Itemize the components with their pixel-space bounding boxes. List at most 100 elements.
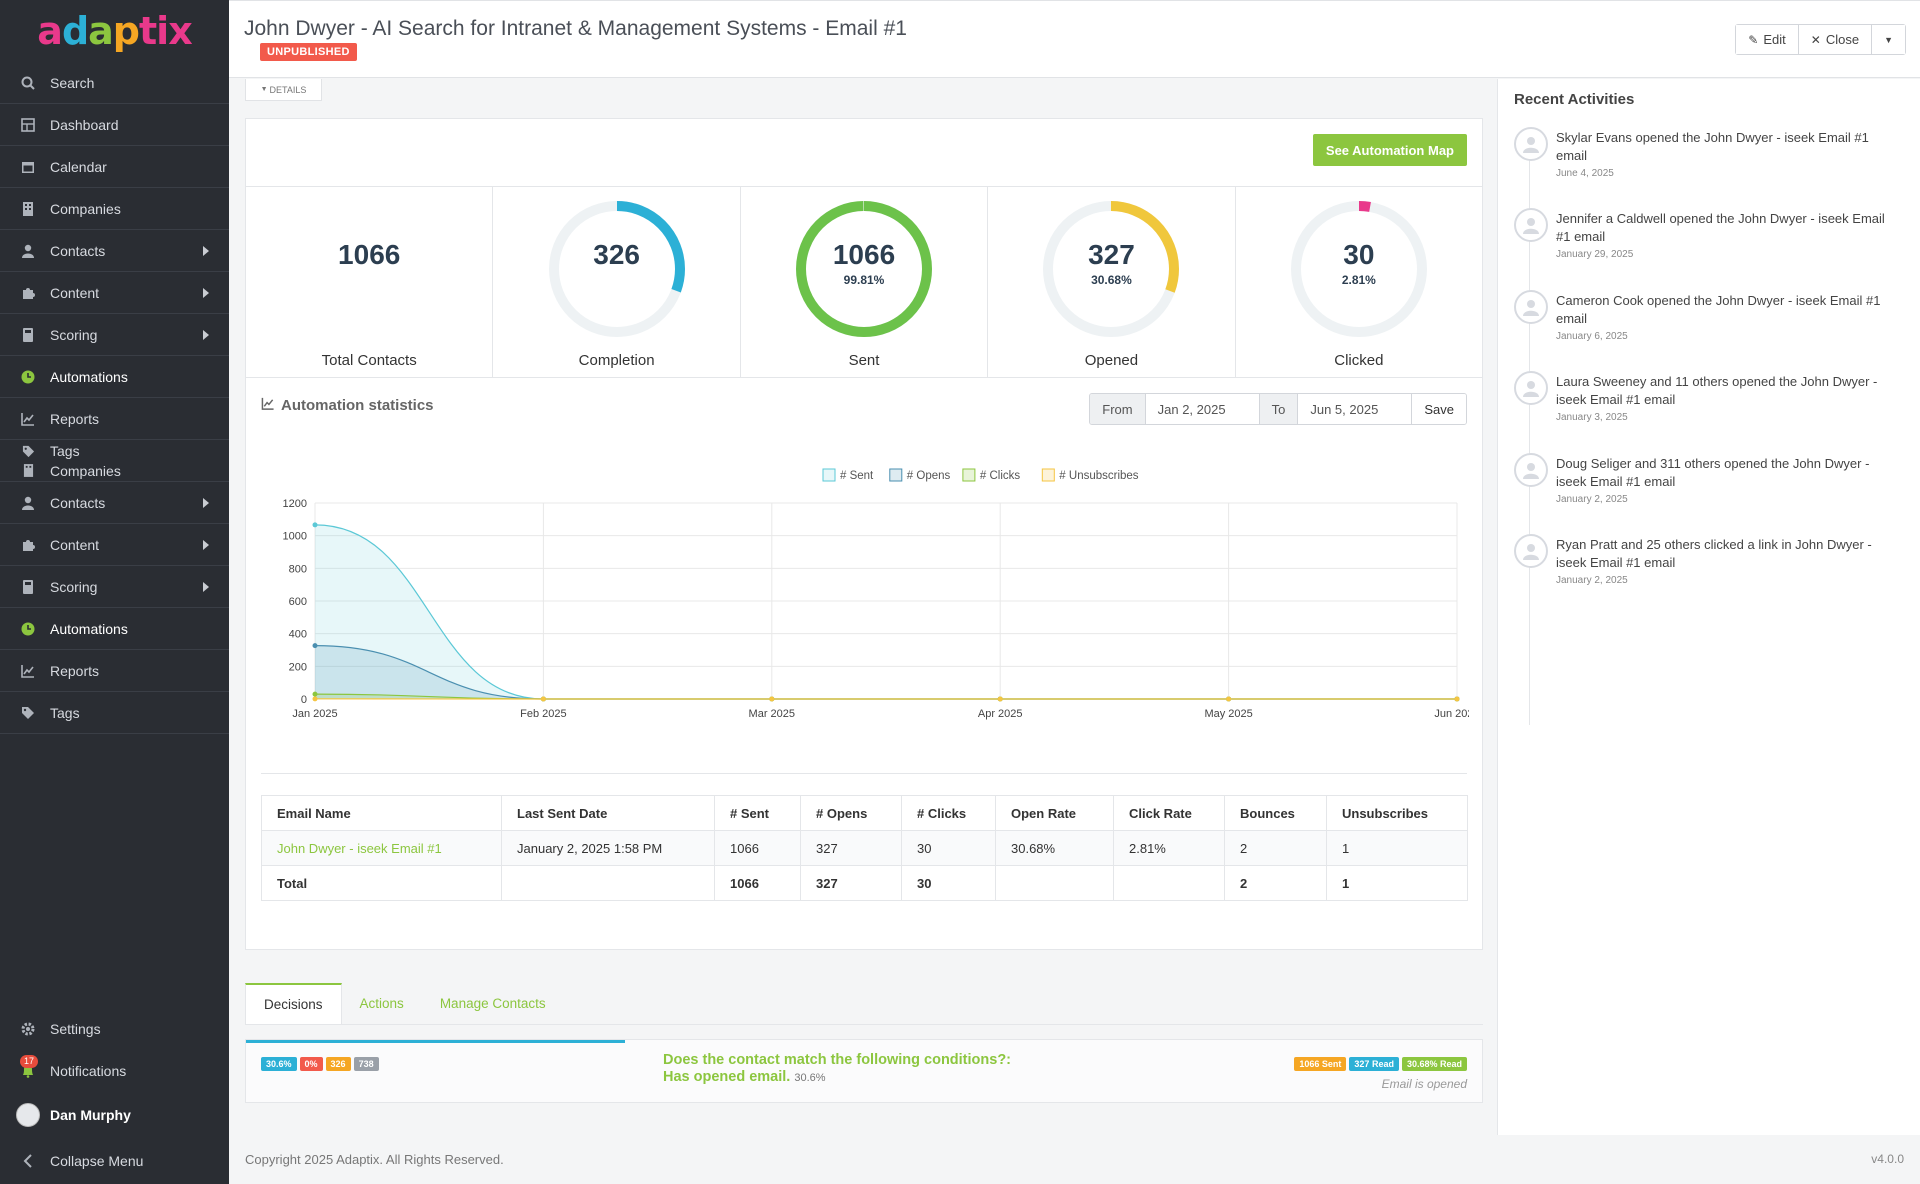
to-label: To: [1259, 394, 1299, 424]
tab-actions[interactable]: Actions: [359, 996, 404, 1011]
activity-text: Skylar Evans opened the John Dwyer - ise…: [1556, 130, 1869, 163]
decision-text: Does the contact match the following con…: [663, 1052, 1011, 1087]
logo[interactable]: adaptix: [37, 9, 192, 53]
data-point: [1226, 696, 1232, 702]
data-point: [540, 696, 546, 702]
from-date-input[interactable]: Jan 2, 2025: [1145, 394, 1260, 424]
collapse-menu-button[interactable]: Collapse Menu: [0, 1138, 229, 1184]
dashboard-icon: [20, 117, 36, 133]
sidebar-item-contacts-2[interactable]: Contacts: [0, 482, 229, 524]
footer: Copyright 2025 Adaptix. All Rights Reser…: [229, 1135, 1920, 1184]
column-header[interactable]: # Sent: [714, 795, 801, 831]
sidebar-item-label: Reports: [50, 662, 100, 679]
details-toggle[interactable]: ▼ DETAILS: [245, 79, 322, 101]
main-panel: See Automation Map 1066 Total Contacts 3…: [245, 118, 1483, 950]
activity-text: Laura Sweeney and 11 others opened the J…: [1556, 374, 1878, 407]
more-dropdown-button[interactable]: ▼: [1872, 25, 1905, 54]
sidebar-item-automations-2[interactable]: Automations: [0, 608, 229, 650]
sidebar-item-tags[interactable]: Tags: [0, 692, 229, 734]
automation-chart: 0 200 400 600 800 1000 1200 Jan 2025 Feb 2025 Mar…: [283, 468, 1469, 720]
decision-item[interactable]: 30.6% 0% 326 738 Does the contact match …: [245, 1039, 1483, 1103]
sidebar-item-automations[interactable]: Automations: [0, 356, 229, 398]
column-header[interactable]: Last Sent Date: [501, 795, 715, 831]
sidebar-item-label: Tags: [50, 704, 80, 721]
decision-note: Email is opened: [1381, 1077, 1467, 1091]
sidebar-item-tags-companies[interactable]: Tags Companies: [0, 440, 229, 482]
sidebar-item-content-2[interactable]: Content: [0, 524, 229, 566]
activity-date: January 2, 2025: [1556, 575, 1628, 586]
sidebar-item-content[interactable]: Content: [0, 272, 229, 314]
page-title: John Dwyer - AI Search for Intranet & Ma…: [244, 17, 907, 40]
chevron-right-icon: [203, 498, 209, 508]
save-date-range-button[interactable]: Save: [1412, 394, 1466, 424]
close-button[interactable]: ✕ Close: [1798, 25, 1873, 54]
recent-activities-panel: Recent Activities Skylar Evans opened th…: [1497, 79, 1920, 1135]
activity-text: Jennifer a Caldwell opened the John Dwye…: [1556, 211, 1885, 244]
legend-swatch: [962, 468, 976, 482]
sidebar-item-label: Scoring: [50, 326, 98, 343]
sidebar-item-scoring[interactable]: Scoring: [0, 314, 229, 356]
sidebar-settings[interactable]: Settings: [0, 1008, 229, 1050]
user-avatar-icon: [1514, 371, 1548, 405]
table-cell: 1: [1326, 830, 1468, 866]
y-tick-label: 200: [289, 661, 307, 673]
column-header[interactable]: Email Name: [261, 795, 502, 831]
user-avatar-icon: [1514, 208, 1548, 242]
sidebar-item-reports[interactable]: Reports: [0, 398, 229, 440]
column-header[interactable]: Click Rate: [1113, 795, 1225, 831]
chevron-right-icon: [203, 246, 209, 256]
user-avatar-icon: [1514, 127, 1548, 161]
decision-condition: Has opened email.: [663, 1069, 791, 1085]
chevron-right-icon: [203, 288, 209, 298]
sidebar-item-scoring-2[interactable]: Scoring: [0, 566, 229, 608]
legend-swatch: [889, 468, 903, 482]
stat-percent: 30.68%: [1091, 273, 1132, 287]
legend-swatch: [822, 468, 836, 482]
sidebar-item-companies[interactable]: Companies: [0, 188, 229, 230]
see-automation-map-button[interactable]: See Automation Map: [1312, 134, 1467, 166]
tab-decisions[interactable]: Decisions: [245, 983, 342, 1024]
table-cell: 2: [1224, 830, 1327, 866]
table-cell: 1066: [714, 865, 801, 901]
edit-button[interactable]: ✎ Edit: [1736, 25, 1799, 54]
column-header[interactable]: # Opens: [800, 795, 902, 831]
sidebar-item-label: Calendar: [50, 158, 107, 175]
sidebar-item-label: Contacts: [50, 242, 106, 259]
notification-count-badge: 17: [20, 1055, 39, 1068]
stat-value: 30: [1343, 239, 1375, 270]
clock-icon: [20, 369, 36, 385]
sidebar-item-label: Companies: [50, 462, 121, 479]
sidebar-item-dashboard[interactable]: Dashboard: [0, 104, 229, 146]
stat-clicked: 30 2.81% Clicked: [1236, 187, 1482, 377]
column-header[interactable]: # Clicks: [901, 795, 996, 831]
sidebar-item-calendar[interactable]: Calendar: [0, 146, 229, 188]
column-header[interactable]: Bounces: [1224, 795, 1327, 831]
user-menu[interactable]: Dan Murphy: [0, 1092, 229, 1138]
caret-down-icon: ▼: [1884, 34, 1893, 45]
series-line: [314, 524, 1457, 700]
user-icon: [20, 243, 36, 259]
sidebar-item-label: Collapse Menu: [50, 1153, 144, 1169]
from-label: From: [1090, 394, 1146, 424]
sidebar-item-contacts[interactable]: Contacts: [0, 230, 229, 272]
column-header[interactable]: Open Rate: [995, 795, 1114, 831]
badge-read-percent: 30.68% Read: [1401, 1057, 1467, 1071]
tab-manage-contacts[interactable]: Manage Contacts: [439, 996, 546, 1011]
email-name-link[interactable]: John Dwyer - iseek Email #1: [277, 840, 442, 856]
x-tick-label: Apr 2025: [978, 708, 1023, 720]
sidebar-notifications[interactable]: 17 Notifications: [0, 1050, 229, 1092]
column-header[interactable]: Unsubscribes: [1326, 795, 1468, 831]
badge-no-percent: 0%: [299, 1057, 323, 1071]
y-tick-label: 0: [301, 694, 307, 706]
stat-value: 326: [593, 239, 640, 270]
sidebar-item-reports-2[interactable]: Reports: [0, 650, 229, 692]
stat-label: Clicked: [1334, 352, 1384, 369]
sidebar-item-search[interactable]: Search: [0, 62, 229, 104]
avatar: [16, 1103, 40, 1127]
to-date-input[interactable]: Jun 5, 2025: [1298, 394, 1413, 424]
sidebar-item-label: Contacts: [50, 494, 106, 511]
detail-tabs: Decisions Actions Manage Contacts: [245, 983, 1483, 1025]
sidebar-item-label: Companies: [50, 200, 121, 217]
close-label: Close: [1825, 32, 1860, 47]
table-cell: John Dwyer - iseek Email #1: [261, 830, 502, 866]
